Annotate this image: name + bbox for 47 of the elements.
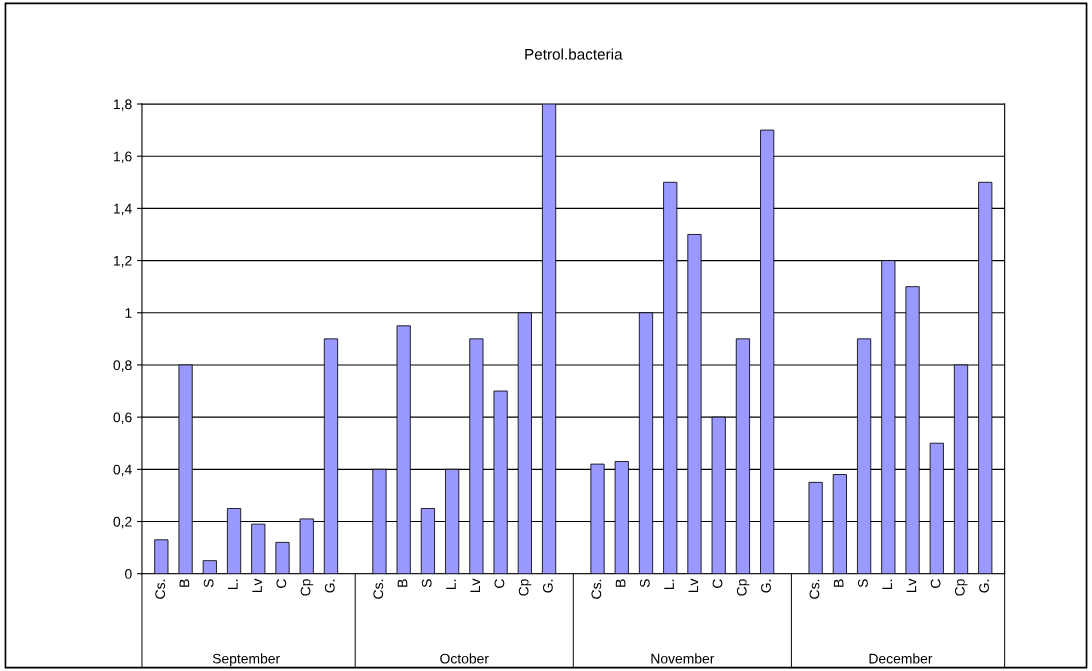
y-tick-label: 1,8 bbox=[113, 99, 132, 111]
x-tick-label: B bbox=[833, 579, 844, 587]
text: November bbox=[651, 653, 715, 664]
y-tick-label: 0,2 bbox=[113, 516, 132, 529]
x-tick-label: Lv bbox=[906, 578, 917, 593]
x-tick-label: G. bbox=[324, 579, 335, 593]
y-tick-label: 1,4 bbox=[113, 203, 132, 216]
text: October bbox=[440, 653, 489, 664]
x-tick-label: Cs. bbox=[809, 579, 820, 599]
x-tick-label: S bbox=[203, 579, 214, 588]
chart-title: Petrol.bacteria bbox=[525, 48, 623, 60]
x-tick-label: C bbox=[930, 579, 941, 588]
x-tick-label: L. bbox=[446, 579, 456, 590]
x-tick-label: L. bbox=[228, 579, 238, 590]
y-tick-label: 1 bbox=[125, 308, 132, 318]
x-tick-label: Cp bbox=[736, 579, 750, 596]
x-tick-label: G. bbox=[979, 579, 989, 593]
x-tick-label: G. bbox=[761, 579, 771, 593]
x-tick-label: C bbox=[276, 579, 287, 588]
x-tick-label: Cp bbox=[518, 579, 532, 596]
x-tick-label: Cp bbox=[300, 579, 314, 596]
x-tick-label: Lv bbox=[470, 578, 480, 593]
x-tick-label: B bbox=[615, 579, 626, 587]
x-tick-label: Cs. bbox=[591, 579, 602, 599]
text: September bbox=[212, 653, 280, 667]
x-tick-label: C bbox=[712, 579, 723, 588]
x-tick-label: B bbox=[397, 579, 408, 587]
x-tick-label: C bbox=[494, 579, 505, 588]
x-tick-label: Cp bbox=[954, 579, 968, 596]
y-tick-label: 0 bbox=[125, 569, 132, 579]
x-tick-label: Cs. bbox=[373, 579, 384, 599]
y-tick-label: 1,2 bbox=[113, 255, 132, 268]
x-tick-label: Cs. bbox=[155, 579, 166, 599]
y-tick-label: 0,8 bbox=[113, 360, 132, 372]
y-tick-label: 0,4 bbox=[113, 464, 132, 477]
text: December bbox=[869, 653, 933, 664]
x-tick-label: G. bbox=[542, 579, 553, 593]
x-tick-label: B bbox=[179, 579, 190, 587]
y-tick-label: 1,6 bbox=[113, 151, 132, 163]
x-tick-label: S bbox=[639, 579, 650, 588]
x-tick-label: S bbox=[421, 579, 432, 588]
x-tick-label: Lv bbox=[688, 578, 699, 593]
x-tick-label: L. bbox=[664, 579, 674, 590]
y-tick-label: 0,6 bbox=[113, 412, 132, 424]
x-tick-label: L. bbox=[882, 579, 892, 590]
x-tick-label: S bbox=[857, 579, 868, 588]
x-tick-label: Lv bbox=[252, 578, 262, 593]
